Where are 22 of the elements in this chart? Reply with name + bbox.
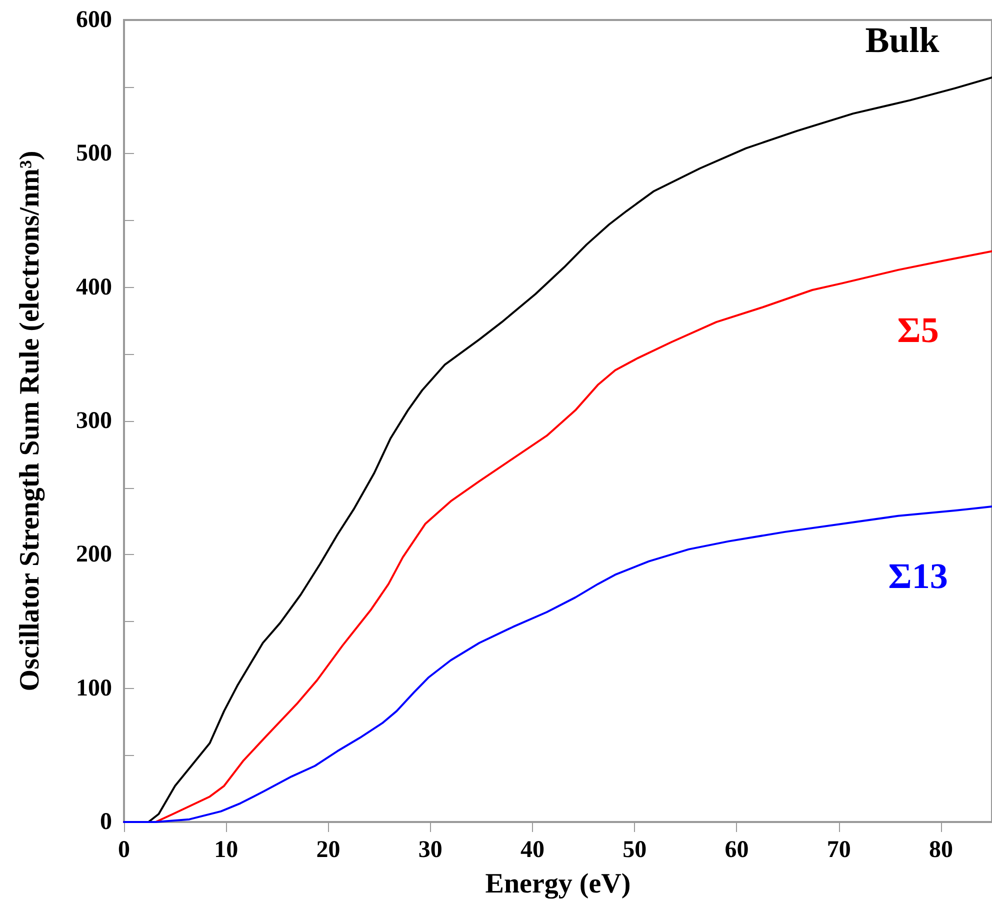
y-tick-label: 600 — [76, 7, 112, 33]
y-tick-label: 400 — [76, 274, 112, 300]
series-label: Bulk — [865, 20, 940, 60]
x-tick-label: 40 — [520, 837, 544, 863]
x-tick-label: 0 — [118, 837, 130, 863]
x-tick-label: 10 — [214, 837, 238, 863]
series-label: Σ13 — [888, 556, 948, 596]
y-tick-label: 300 — [76, 408, 112, 434]
y-tick-label: 0 — [100, 809, 112, 835]
x-tick-label: 30 — [418, 837, 442, 863]
x-tick-label: 70 — [826, 837, 851, 863]
line-series — [123, 506, 992, 823]
x-tick-label: 50 — [622, 837, 647, 863]
x-tick-label: 80 — [928, 837, 953, 863]
series-label: Σ5 — [897, 310, 939, 350]
x-tick-label: 20 — [316, 837, 340, 863]
x-tick-label: 60 — [724, 837, 749, 863]
y-tick-label: 200 — [76, 542, 112, 568]
y-axis-title: Oscillator Strength Sum Rule (electrons/nm³) — [14, 150, 46, 692]
x-axis-title: Energy (eV) — [485, 868, 631, 900]
y-tick-label: 500 — [76, 140, 112, 167]
y-tick-label: 100 — [76, 675, 112, 702]
